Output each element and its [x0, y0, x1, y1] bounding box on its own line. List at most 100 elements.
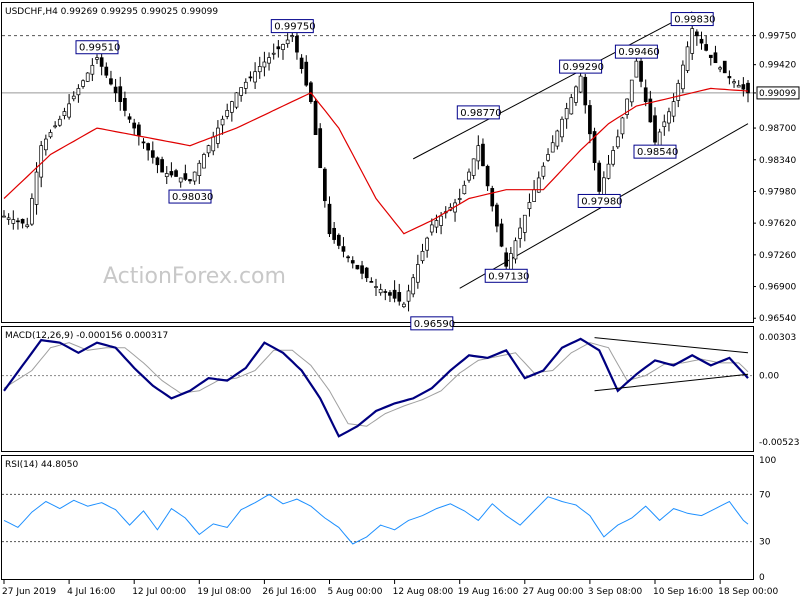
candle-body — [402, 303, 406, 308]
candle-body — [681, 64, 685, 90]
candle-body — [495, 204, 499, 227]
candle-body — [57, 118, 62, 126]
candle-body — [341, 246, 346, 252]
candle-body — [560, 118, 564, 138]
candle-body — [95, 57, 99, 60]
x-tick-label: 12 Aug 08:00 — [393, 587, 454, 597]
x-tick-label: 3 Sep 08:00 — [588, 587, 643, 597]
x-tick-label: 4 Jul 16:00 — [67, 587, 116, 597]
candle-body — [746, 82, 750, 94]
candle-body — [397, 292, 402, 302]
price-y-tick-label: 0.98700 — [759, 124, 796, 134]
price-label-box — [484, 268, 528, 283]
price-label-box — [670, 12, 714, 27]
current-price-box — [756, 86, 800, 100]
rsi-y-tick-label: 70 — [759, 490, 771, 500]
candle-body — [253, 71, 257, 83]
x-tick-label: 19 Aug 16:00 — [458, 587, 519, 597]
candle-body — [113, 86, 118, 94]
candle-body — [318, 128, 323, 169]
candle-body — [485, 165, 490, 187]
candle-body — [364, 267, 369, 279]
price-y-tick-label: 0.99420 — [759, 61, 796, 71]
candle-body — [481, 143, 485, 167]
candle-body — [718, 67, 722, 70]
candle-body — [639, 60, 643, 82]
rsi-panel-title: RSI(14) 44.8050 — [5, 460, 78, 470]
candle-body — [169, 171, 174, 176]
candle-body — [708, 54, 713, 58]
candle-body — [583, 76, 588, 106]
candle-body — [127, 116, 132, 120]
price-label-box — [270, 19, 314, 34]
candle-body — [676, 83, 681, 101]
macd-y-tick-label: -0.005236 — [759, 438, 800, 448]
candle-body — [304, 61, 309, 86]
candle-body — [522, 214, 527, 233]
candle-body — [174, 170, 178, 177]
candle-body — [555, 130, 560, 147]
candle-body — [662, 121, 667, 128]
x-tick-label: 27 Aug 00:00 — [523, 587, 584, 597]
candle-body — [467, 171, 471, 181]
macd-signal-line — [3, 342, 749, 427]
candle-body — [434, 220, 439, 228]
candle-body — [118, 86, 123, 102]
candle-body — [350, 260, 355, 264]
candle-body — [732, 81, 736, 84]
candle-body — [34, 171, 39, 205]
price-y-tick-label: 0.98340 — [759, 156, 796, 166]
candle-body — [360, 265, 364, 274]
candle-body — [20, 218, 25, 224]
candle-body — [671, 101, 676, 117]
candle-body — [574, 86, 578, 103]
candle-body — [406, 290, 411, 302]
price-label-box — [410, 316, 454, 331]
candle-body — [416, 264, 420, 283]
candle-body — [16, 220, 20, 223]
candle-body — [243, 81, 248, 89]
candle-body — [378, 289, 383, 294]
candle-body — [741, 84, 746, 90]
candle-body — [383, 291, 388, 293]
candle-body — [281, 44, 285, 50]
macd-y-tick-label: 0.00 — [759, 372, 779, 382]
candle-body — [536, 177, 541, 193]
rsi-y-tick-label: 30 — [759, 538, 771, 548]
candle-body — [727, 76, 732, 79]
watermark: ActionForex.com — [103, 264, 286, 289]
candle-body — [685, 46, 690, 71]
candle-body — [546, 154, 550, 161]
candle-body — [588, 105, 592, 135]
price-label-text: 0.98770 — [460, 108, 501, 119]
candle-body — [462, 184, 467, 195]
candle-body — [239, 87, 243, 96]
candle-body — [690, 28, 695, 54]
candle-body — [722, 60, 727, 74]
candle-body — [564, 108, 569, 120]
price-layer: 0.99510 0.99750 0.98030 0.96590 0.98770 0.971… — [2, 11, 800, 331]
rsi-line — [3, 493, 749, 545]
x-tick-label: 27 Jun 2019 — [2, 587, 56, 597]
candle-body — [457, 198, 462, 200]
candle-body — [332, 227, 336, 240]
candle-body — [90, 64, 95, 75]
candle-body — [313, 100, 318, 136]
candle-body — [137, 124, 141, 136]
x-tick-label: 10 Sep 16:00 — [653, 587, 713, 597]
price-label-box — [614, 44, 658, 59]
price-label-text: 0.99510 — [79, 43, 120, 54]
candle-body — [202, 154, 206, 169]
candle-body — [53, 125, 58, 128]
candle-body — [471, 158, 476, 176]
candle-body — [290, 35, 295, 38]
candle-body — [164, 173, 169, 177]
price-label-text: 0.98030 — [172, 192, 213, 203]
price-y-tick-label: 0.97260 — [759, 251, 796, 261]
candle-body — [285, 39, 290, 45]
price-y-tick-label: 0.99099 — [759, 89, 796, 99]
candle-body — [230, 101, 234, 113]
candle-body — [411, 277, 416, 295]
candle-body — [220, 118, 225, 126]
